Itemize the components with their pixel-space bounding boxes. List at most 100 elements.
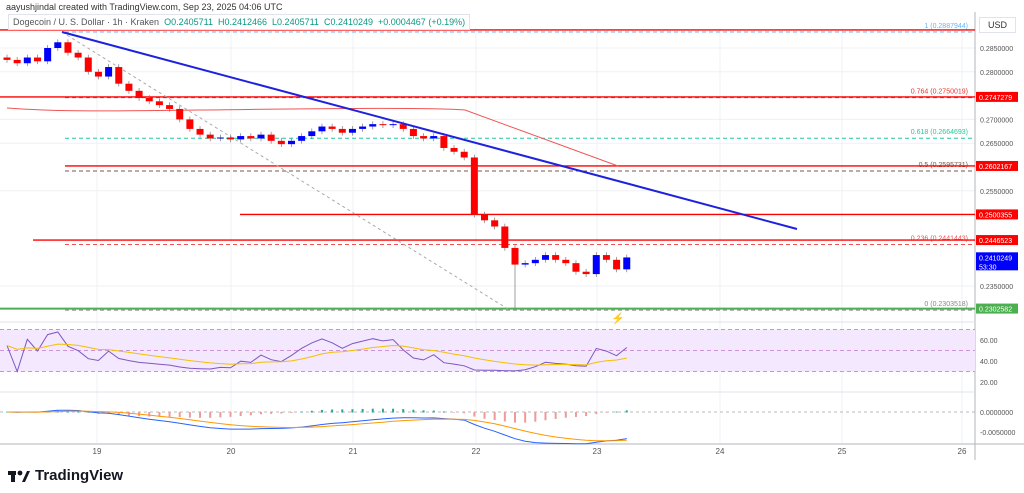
- fib-level-label: 0 (0.2303518): [924, 301, 968, 308]
- price-tag-label: 0.2410249: [979, 255, 1012, 262]
- candle-up: [389, 124, 397, 126]
- price-tag: [976, 160, 1018, 171]
- candle-down: [450, 147, 458, 152]
- price-tag: [976, 235, 1018, 246]
- macd-histogram-bar: [148, 412, 151, 417]
- macd-tick-label: -0.0050000: [980, 430, 1016, 437]
- candle-down: [460, 151, 468, 158]
- close-value: C0.2410249: [323, 17, 373, 27]
- price-tag-label: 0.2500355: [979, 212, 1012, 219]
- macd-histogram-bar: [199, 412, 202, 418]
- macd-histogram-bar: [585, 412, 588, 417]
- y-tick-label: 0.2650000: [980, 141, 1013, 148]
- macd-histogram-bar: [260, 412, 262, 415]
- candle-down: [135, 90, 143, 98]
- candle-down: [409, 128, 417, 137]
- macd-histogram-bar: [341, 409, 344, 413]
- macd-histogram-bar: [524, 412, 527, 423]
- macd-histogram-bar: [402, 409, 405, 413]
- y-tick-label: 0.2800000: [980, 70, 1013, 77]
- macd-histogram-bar: [107, 412, 110, 414]
- x-tick-label: 20: [227, 447, 236, 456]
- macd-histogram-bar: [595, 412, 598, 415]
- macd-histogram-bar: [514, 412, 516, 423]
- macd-tick-label: 0.0000000: [980, 410, 1013, 417]
- macd-histogram-bar: [219, 412, 222, 418]
- high-value: H0.2412466: [217, 17, 268, 27]
- symbol-legend: Dogecoin / U. S. Dollar · 1h · Kraken O0…: [8, 14, 471, 30]
- macd-histogram-bar: [331, 409, 334, 413]
- price-tag-label: 0.2302582: [979, 307, 1012, 314]
- candle-down: [94, 71, 102, 77]
- candle-down: [602, 255, 610, 260]
- macd-histogram-bar: [56, 410, 59, 413]
- fib-level-label: 0.618 (0.2664693): [911, 129, 968, 136]
- x-tick-label: 21: [349, 447, 358, 456]
- macd-histogram-bar: [300, 411, 303, 413]
- candle-down: [613, 259, 621, 270]
- candle-down: [379, 124, 387, 126]
- x-tick-label: 24: [716, 447, 725, 456]
- macd-histogram-bar: [188, 412, 191, 418]
- macd-histogram-bar: [442, 411, 445, 413]
- macd-histogram-bar: [473, 412, 476, 417]
- fib-level-label: 0.236 (0.2441443): [911, 235, 968, 242]
- macd-histogram-bar: [615, 411, 618, 413]
- candle-up: [541, 255, 549, 260]
- candle-down: [399, 124, 407, 129]
- candle-down: [33, 57, 41, 62]
- x-tick-label: 19: [93, 447, 102, 456]
- macd-histogram-bar: [493, 412, 496, 420]
- macd-histogram-bar: [392, 408, 395, 413]
- candle-up: [54, 42, 62, 48]
- candle-down: [84, 57, 92, 72]
- macd-histogram-bar: [483, 412, 486, 419]
- macd-histogram-bar: [97, 412, 100, 414]
- candle-down: [552, 255, 560, 260]
- x-tick-label: 25: [838, 447, 847, 456]
- candle-up: [308, 131, 316, 137]
- candle-down: [145, 97, 153, 102]
- candle-down: [64, 42, 72, 53]
- candle-down: [155, 101, 163, 106]
- macd-histogram-bar: [503, 412, 506, 422]
- macd-histogram-bar: [168, 412, 171, 417]
- candle-down: [562, 259, 570, 264]
- macd-histogram-bar: [320, 409, 323, 413]
- price-tag: [976, 252, 1018, 271]
- macd-histogram-bar: [46, 411, 49, 413]
- symbol-name[interactable]: Dogecoin / U. S. Dollar · 1h · Kraken: [13, 17, 160, 27]
- tradingview-logo[interactable]: TradingView: [8, 467, 123, 484]
- candle-down: [267, 134, 275, 141]
- fib-trend-line: [61, 31, 509, 310]
- x-tick-label: 23: [593, 447, 602, 456]
- macd-line: [6, 409, 627, 445]
- low-value: L0.2405711: [272, 17, 319, 27]
- candle-down: [328, 126, 336, 129]
- candle-down: [338, 128, 346, 133]
- candle-up: [318, 126, 326, 132]
- macd-histogram-bar: [16, 412, 19, 413]
- price-tag-label: 0.2747279: [979, 95, 1012, 102]
- macd-histogram-bar: [605, 412, 608, 413]
- y-tick-label: 0.2550000: [980, 189, 1013, 196]
- macd-histogram-bar: [310, 410, 313, 413]
- signal-line: [7, 410, 627, 442]
- candle-up: [105, 67, 113, 77]
- candle-down: [186, 119, 194, 129]
- alert-icon: ⚡: [611, 312, 625, 325]
- macd-histogram-bar: [564, 412, 567, 418]
- candle-down: [481, 214, 489, 221]
- macd-histogram-bar: [554, 412, 557, 419]
- macd-histogram-bar: [574, 412, 577, 417]
- currency-button[interactable]: USD: [979, 17, 1017, 33]
- candle-up: [298, 136, 306, 141]
- candle-down: [3, 57, 11, 60]
- macd-histogram-bar: [625, 410, 628, 413]
- logo-text: TradingView: [35, 467, 124, 484]
- chart-credit: aayushjindal created with TradingView.co…: [6, 2, 283, 12]
- candle-down: [247, 136, 255, 139]
- macd-histogram-bar: [381, 408, 384, 413]
- macd-histogram-bar: [270, 412, 273, 414]
